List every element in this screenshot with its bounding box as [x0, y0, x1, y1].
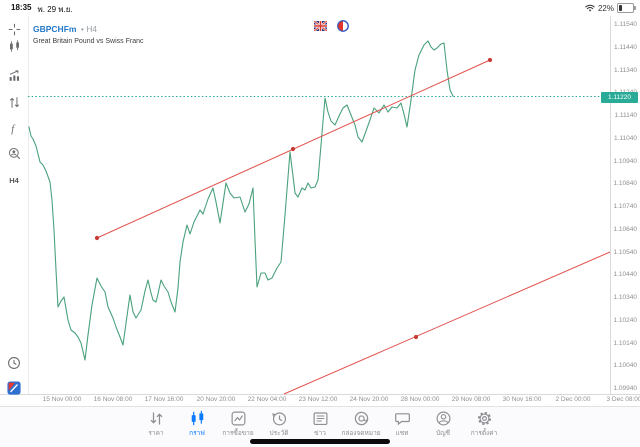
sidebar-tool-indicators[interactable]: [4, 65, 24, 85]
gbp-flag-icon: [314, 21, 327, 31]
price-axis-label: 1.10940: [613, 158, 638, 165]
home-indicator[interactable]: [250, 439, 390, 444]
tab-label: ราคา: [148, 430, 164, 437]
wifi-icon: [585, 4, 595, 12]
price-axis-label: 1.11540: [613, 21, 637, 28]
status-date: พ. 29 พ.ย.: [37, 5, 73, 14]
sidebar-timeframe-label: H4: [9, 175, 19, 185]
price-axis-label: 1.11040: [613, 135, 637, 142]
time-axis-label: 28 Nov 00:00: [400, 396, 440, 403]
price-axis-label: 1.10840: [613, 180, 638, 187]
candles-icon: [8, 39, 21, 53]
time-axis-label: 3 Dec 08:00: [606, 396, 640, 403]
sidebar-tool-objects[interactable]: [4, 92, 24, 112]
tab-news[interactable]: ข่าว: [300, 407, 341, 438]
trade-icon: [230, 410, 247, 427]
sidebar-tool-history-sync[interactable]: [4, 353, 24, 373]
tab-history[interactable]: ประวัติ: [259, 407, 300, 438]
price-axis-label: 1.10340: [613, 294, 638, 301]
time-axis-label: 23 Nov 12:00: [298, 396, 338, 403]
tab-label: ข่าว: [314, 430, 326, 437]
tab-quotes[interactable]: ราคา: [136, 407, 177, 438]
mailbox-icon: [353, 410, 370, 427]
tab-label: กล่องจดหมาย: [341, 430, 381, 437]
time-axis-label: 17 Nov 16:00: [144, 396, 184, 403]
sidebar-tool-timeframe[interactable]: H4: [4, 170, 24, 190]
chf-flag-icon: [337, 20, 349, 32]
time-axis-label: 30 Nov 16:00: [502, 396, 542, 403]
battery-percent: 22%: [597, 3, 614, 13]
history-icon: [271, 410, 288, 427]
tab-label: การซื้อขาย: [222, 430, 254, 437]
price-axis-label: 1.10140: [613, 340, 638, 347]
time-axis-label: 29 Nov 08:00: [451, 396, 491, 403]
sidebar-tool-profile[interactable]: [4, 143, 24, 163]
symbol-flags: [314, 20, 349, 32]
price-axis-label: 1.11140: [614, 112, 637, 119]
battery-icon: [617, 3, 636, 13]
time-axis-label: 15 Nov 00:00: [42, 396, 82, 403]
sidebar-tool-chart-type[interactable]: [4, 36, 24, 56]
price-axis-label: 1.10040: [613, 362, 638, 369]
price-axis-label: 1.11440: [613, 44, 637, 51]
status-bar: 18:35 พ. 29 พ.ย. 22%: [0, 0, 640, 16]
clock-check-icon: [7, 356, 21, 370]
price-axis-label: 1.10240: [613, 317, 638, 324]
tab-trade[interactable]: การซื้อขาย: [218, 407, 259, 438]
profile-icon: [8, 147, 21, 160]
tab-mailbox[interactable]: กล่องจดหมาย: [341, 407, 382, 438]
quotes-icon: [148, 410, 165, 427]
tab-chat[interactable]: แชท: [382, 407, 423, 438]
timeframe-title[interactable]: • H4: [80, 24, 98, 34]
mq-logo-icon: [7, 381, 21, 395]
time-axis-label: 20 Nov 20:00: [196, 396, 236, 403]
crosshair-icon: [8, 23, 21, 36]
price-axis-label: 1.10440: [613, 271, 638, 278]
tab-label: แชท: [395, 430, 409, 437]
time-axis-label: 22 Nov 04:00: [247, 396, 287, 403]
time-axis-label: 2 Dec 00:00: [555, 396, 591, 403]
account-icon: [435, 410, 452, 427]
price-axis-label: 1.10540: [613, 249, 638, 256]
price-axis-label: 1.11340: [613, 67, 637, 74]
price-axis-label: 1.09940: [613, 385, 638, 392]
sidebar-tool-metaquotes[interactable]: [4, 378, 24, 398]
function-icon: f: [8, 122, 21, 135]
tab-label: การตั้งค่า: [470, 430, 498, 437]
tab-account[interactable]: บัญชี: [423, 407, 464, 438]
tab-label: กราฟ: [189, 430, 205, 437]
news-icon: [312, 410, 329, 427]
sidebar-tool-crosshair[interactable]: [4, 19, 24, 39]
settings-icon: [476, 410, 493, 427]
chart-header: GBPCHFm • H4 Great Britain Pound vs Swis…: [33, 18, 144, 47]
time-axis-label: 24 Nov 20:00: [349, 396, 389, 403]
tab-chart[interactable]: กราฟ: [177, 407, 218, 438]
tab-label: ประวัติ: [269, 430, 289, 437]
tab-settings[interactable]: การตั้งค่า: [464, 407, 505, 438]
chat-icon: [394, 410, 411, 427]
symbol-description: Great Britain Pound vs Swiss Franc: [33, 38, 144, 45]
objects-icon: [8, 96, 21, 109]
chart-icon: [189, 410, 206, 427]
time-axis-label: 16 Nov 08:00: [93, 396, 133, 403]
status-clock: 18:35: [11, 3, 32, 12]
symbol-title[interactable]: GBPCHFm: [33, 24, 77, 34]
sidebar-tool-functions[interactable]: f: [4, 118, 24, 138]
indicators-icon: [8, 69, 21, 82]
price-axis-label: 1.10740: [613, 203, 638, 210]
tab-label: บัญชี: [435, 430, 451, 437]
price-axis-label: 1.10640: [613, 226, 638, 233]
current-price-badge: 1.11220: [601, 91, 638, 103]
svg-text:f: f: [11, 124, 16, 135]
